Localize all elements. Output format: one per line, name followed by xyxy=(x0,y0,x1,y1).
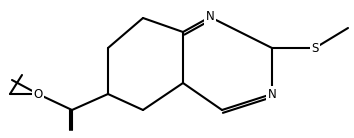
Text: S: S xyxy=(311,42,319,55)
Text: O: O xyxy=(33,87,42,100)
Text: N: N xyxy=(268,87,276,100)
Text: N: N xyxy=(206,10,215,23)
